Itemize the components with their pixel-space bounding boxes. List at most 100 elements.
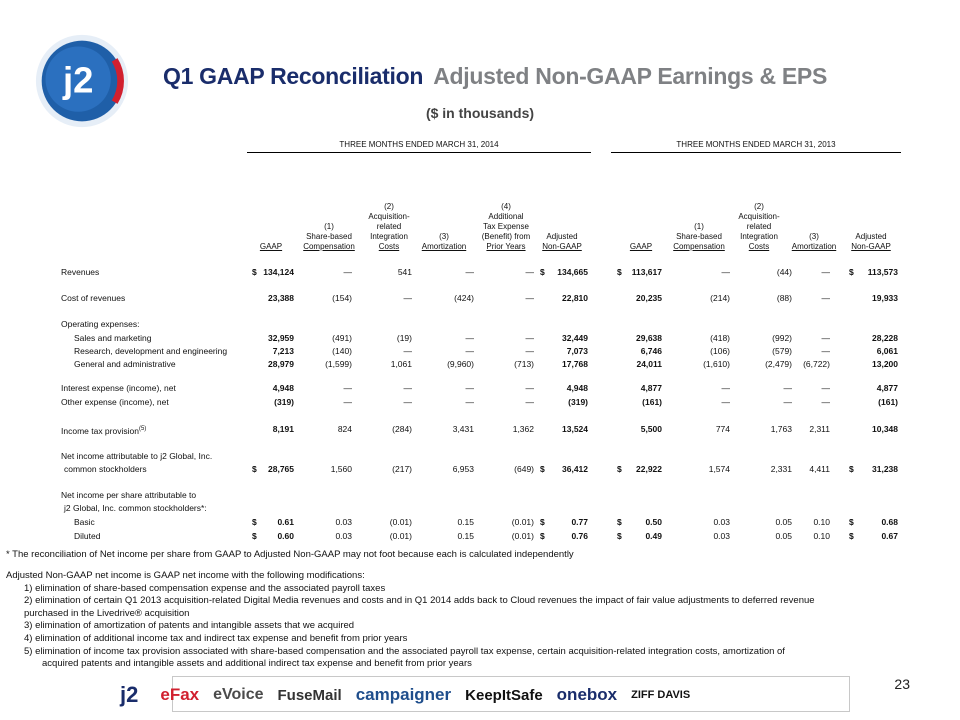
q1-2013-value-cell: (2,479) xyxy=(765,359,792,369)
table-row: Cost of revenues 23,388 (154) — (424) — 22,810… xyxy=(0,292,960,304)
q1-2014-value-cell: 1,061 xyxy=(390,359,412,369)
logo-text: j2 xyxy=(62,60,93,101)
q1-2013-column-header: (3) Amortization xyxy=(790,188,838,252)
q1-2014-value-cell: — xyxy=(525,267,535,277)
q1-2014-value-cell: 7,213 xyxy=(272,346,294,356)
q1-2014-value-cell: — xyxy=(403,397,413,407)
table-row: Revenues 134,124 — 541 — — 134,665 113,617 — (44)… xyxy=(0,266,960,278)
column-header-line: (3) xyxy=(809,232,819,241)
row-label: j2 Global, Inc. common stockholders*: xyxy=(64,503,207,513)
row-label: General and administrative xyxy=(74,359,176,369)
q1-2013-value-cell: 0.03 xyxy=(713,517,730,527)
row-label: Net income attributable to j2 Global, In… xyxy=(61,451,213,461)
q1-2014-value-cell: 1,362 xyxy=(512,424,534,434)
table-row: Diluted 0.60 0.03 (0.01) 0.15 (0.01) 0.76 0.49 0… xyxy=(0,530,960,542)
column-header-line: Share-based xyxy=(306,232,352,241)
dollar-sign: $ xyxy=(252,517,257,527)
fusemail-logo-icon: FuseMail xyxy=(277,686,342,704)
q1-2013-value-cell: 0.68 xyxy=(881,517,898,527)
q1-2013-value-cell: — xyxy=(783,383,793,393)
column-header-line: Compensation xyxy=(303,242,355,251)
row-label: Other expense (income), net xyxy=(61,397,169,407)
q1-2014-value-cell: 0.15 xyxy=(457,531,474,541)
q1-2014-column-header: Adjusted Non-GAAP xyxy=(536,188,588,252)
q1-2014-value-cell: — xyxy=(403,383,413,393)
q1-2013-value-cell: 29,638 xyxy=(636,333,662,343)
title-part2: Adjusted Non-GAAP Earnings & EPS xyxy=(433,63,827,89)
q1-2014-column-header: GAAP xyxy=(250,188,292,252)
q1-2013-value-cell: (88) xyxy=(776,293,792,303)
column-header-line: related xyxy=(376,222,402,231)
brand-bar: j2 eFax eVoice FuseMail campaigner KeepItSafe… xyxy=(114,674,850,716)
q1-2013-value-cell: (1,610) xyxy=(703,359,730,369)
modification-item: 2) elimination of certain Q1 2013 acquis… xyxy=(24,595,815,607)
q1-2014-value-cell: 0.76 xyxy=(571,531,588,541)
q1-2013-value-cell: (992) xyxy=(772,333,792,343)
q1-2013-value-cell: 774 xyxy=(715,424,730,434)
dollar-sign: $ xyxy=(849,464,854,474)
column-header-line: related xyxy=(746,222,772,231)
modification-item-continued: acquired patents and intangible assets a… xyxy=(42,658,472,670)
ziffdavis-logo-icon: ZIFF DAVIS xyxy=(631,689,691,701)
column-header-line: Share-based xyxy=(676,232,722,241)
column-header-line: (4) xyxy=(501,202,511,211)
period-header-2014: THREE MONTHS ENDED MARCH 31, 2014 xyxy=(247,140,591,153)
modification-item: 1) elimination of share-based compensati… xyxy=(24,582,386,594)
column-header-line: Adjusted xyxy=(855,232,887,241)
q1-2014-value-cell: — xyxy=(465,267,475,277)
modification-item: 3) elimination of amortization of patent… xyxy=(24,620,355,632)
row-label: Revenues xyxy=(61,267,100,277)
q1-2013-column-header: (1) Share-based Compensation xyxy=(670,188,728,252)
q1-2013-value-cell: (6,722) xyxy=(803,359,830,369)
q1-2014-column-header: (4) Additional Tax Expense (Benefit) from Pr… xyxy=(478,188,534,252)
row-label: Sales and marketing xyxy=(74,333,152,343)
q1-2014-value-cell: 4,948 xyxy=(566,383,588,393)
column-header-line: Amortization xyxy=(791,242,837,251)
brand-bar-frame xyxy=(172,676,850,712)
q1-2014-value-cell: (649) xyxy=(514,464,534,474)
q1-2013-value-cell: — xyxy=(821,267,831,277)
q1-2014-value-cell: 0.03 xyxy=(335,531,352,541)
q1-2014-value-cell: 1,560 xyxy=(330,464,352,474)
q1-2014-value-cell: 28,979 xyxy=(268,359,294,369)
q1-2014-value-cell: — xyxy=(465,397,475,407)
table-row: Net income attributable to j2 Global, In… xyxy=(0,450,960,462)
table-row: common stockholders 28,765 1,560 (217) 6,953… xyxy=(0,463,960,475)
q1-2013-value-cell: (214) xyxy=(710,293,730,303)
q1-2013-value-cell: 113,573 xyxy=(867,267,898,277)
table-row: Net income per share attributable to xyxy=(0,489,960,501)
q1-2014-value-cell: 8,191 xyxy=(272,424,294,434)
column-header-line: Non-GAAP xyxy=(542,242,582,251)
dollar-sign: $ xyxy=(617,464,622,474)
modification-item-continued: purchased in the Livedrive® acquisition xyxy=(24,607,190,619)
dollar-sign: $ xyxy=(540,517,545,527)
q1-2014-value-cell: (0.01) xyxy=(511,531,534,541)
q1-2013-value-cell: 0.10 xyxy=(813,531,830,541)
q1-2014-value-cell: — xyxy=(525,346,535,356)
q1-2014-value-cell: (491) xyxy=(332,333,352,343)
column-header-line: (2) xyxy=(384,202,394,211)
column-header-line: (Benefit) from xyxy=(481,232,531,241)
q1-2014-value-cell: — xyxy=(465,333,475,343)
q1-2013-value-cell: 19,933 xyxy=(872,293,898,303)
q1-2013-value-cell: 0.05 xyxy=(775,531,792,541)
page-subtitle: ($ in thousands) xyxy=(425,105,535,121)
q1-2013-value-cell: 6,061 xyxy=(876,346,898,356)
q1-2014-value-cell: — xyxy=(403,293,413,303)
keepitsafe-logo-icon: KeepItSafe xyxy=(465,686,543,704)
table-row: Sales and marketing 32,959 (491) (19) — — 32,4… xyxy=(0,332,960,344)
table-row: Research, development and engineering 7,2… xyxy=(0,345,960,357)
q1-2014-value-cell: (0.01) xyxy=(511,517,534,527)
dollar-sign: $ xyxy=(540,267,545,277)
q1-2013-value-cell: 22,922 xyxy=(636,464,662,474)
q1-2013-column-header: (2) Acquisition-related Integration Costs xyxy=(736,188,782,252)
q1-2014-value-cell: 134,665 xyxy=(557,267,588,277)
dollar-sign: $ xyxy=(617,267,622,277)
title-part1: Q1 GAAP Reconciliation xyxy=(163,63,424,89)
q1-2014-value-cell: (140) xyxy=(332,346,352,356)
q1-2014-value-cell: 0.15 xyxy=(457,517,474,527)
dollar-sign: $ xyxy=(252,531,257,541)
q1-2013-value-cell: 0.03 xyxy=(713,531,730,541)
row-label: Basic xyxy=(74,517,95,527)
q1-2014-value-cell: 541 xyxy=(397,267,412,277)
